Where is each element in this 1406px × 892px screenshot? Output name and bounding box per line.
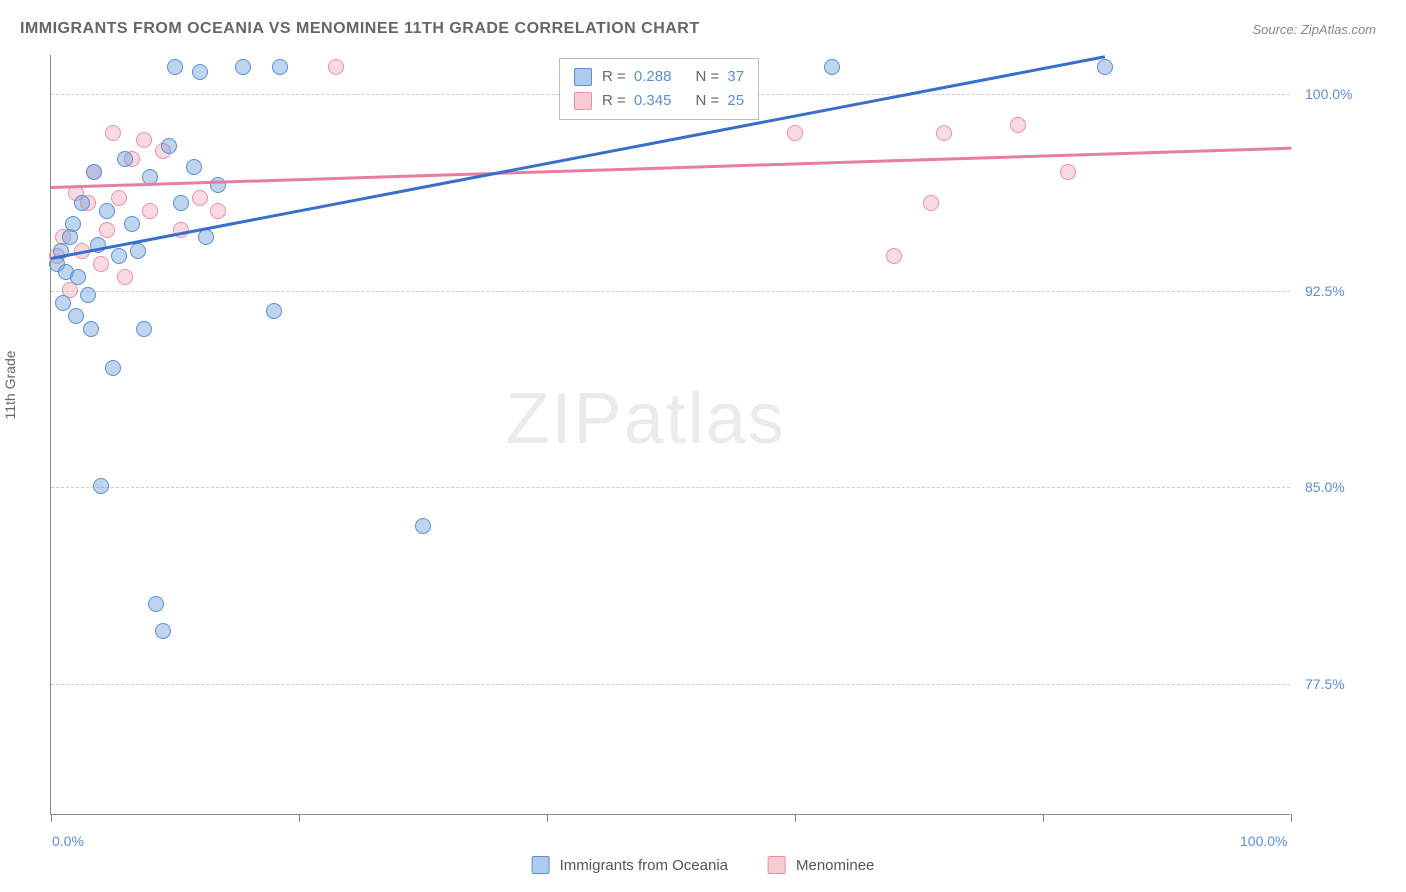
- legend-row: R = 0.288 N = 37: [574, 65, 744, 89]
- scatter-point: [167, 59, 183, 75]
- scatter-point: [68, 308, 84, 324]
- scatter-point: [923, 195, 939, 211]
- scatter-point: [824, 59, 840, 75]
- scatter-point: [105, 125, 121, 141]
- trendline: [51, 147, 1291, 189]
- n-label: N = 37: [695, 65, 744, 89]
- scatter-point: [173, 195, 189, 211]
- square-icon: [532, 856, 550, 874]
- scatter-point: [328, 59, 344, 75]
- watermark: ZIPatlas: [506, 378, 786, 460]
- scatter-point: [210, 177, 226, 193]
- gridline: [51, 487, 1290, 488]
- gridline: [51, 291, 1290, 292]
- y-axis-label: 11th Grade: [2, 350, 18, 419]
- scatter-point: [93, 478, 109, 494]
- scatter-point: [266, 303, 282, 319]
- legend-label: Menominee: [796, 857, 874, 874]
- legend-item-menominee: Menominee: [768, 856, 874, 874]
- scatter-point: [155, 623, 171, 639]
- x-tick: [547, 814, 548, 822]
- square-icon: [574, 92, 592, 110]
- scatter-point: [93, 256, 109, 272]
- r-label: R = 0.288: [602, 65, 671, 89]
- legend-row: R = 0.345 N = 25: [574, 89, 744, 113]
- bottom-legend: Immigrants from Oceania Menominee: [532, 856, 875, 874]
- correlation-legend: R = 0.288 N = 37 R = 0.345 N = 25: [559, 58, 759, 120]
- scatter-point: [99, 203, 115, 219]
- scatter-point: [55, 295, 71, 311]
- y-tick-label: 85.0%: [1305, 479, 1385, 495]
- scatter-point: [272, 59, 288, 75]
- scatter-point: [192, 64, 208, 80]
- x-tick: [1043, 814, 1044, 822]
- scatter-point: [70, 269, 86, 285]
- r-label: R = 0.345: [602, 89, 671, 113]
- y-tick-label: 100.0%: [1305, 86, 1385, 102]
- x-tick-label-min: 0.0%: [52, 833, 84, 849]
- scatter-point: [117, 151, 133, 167]
- source-attribution: Source: ZipAtlas.com: [1252, 22, 1376, 37]
- square-icon: [574, 68, 592, 86]
- scatter-point: [235, 59, 251, 75]
- scatter-point: [142, 203, 158, 219]
- scatter-point: [161, 138, 177, 154]
- x-tick: [795, 814, 796, 822]
- scatter-point: [1097, 59, 1113, 75]
- scatter-point: [787, 125, 803, 141]
- scatter-point: [1060, 164, 1076, 180]
- scatter-point: [936, 125, 952, 141]
- scatter-point: [99, 222, 115, 238]
- scatter-point: [65, 216, 81, 232]
- scatter-point: [83, 321, 99, 337]
- scatter-point: [886, 248, 902, 264]
- scatter-point: [1010, 117, 1026, 133]
- scatter-point: [148, 596, 164, 612]
- scatter-point: [192, 190, 208, 206]
- chart-title: IMMIGRANTS FROM OCEANIA VS MENOMINEE 11T…: [20, 20, 700, 38]
- n-label: N = 25: [695, 89, 744, 113]
- scatter-point: [74, 195, 90, 211]
- scatter-point: [210, 203, 226, 219]
- scatter-point: [80, 287, 96, 303]
- scatter-point: [136, 132, 152, 148]
- scatter-point: [124, 216, 140, 232]
- scatter-point: [111, 190, 127, 206]
- x-tick-label-max: 100.0%: [1240, 833, 1287, 849]
- y-tick-label: 77.5%: [1305, 676, 1385, 692]
- scatter-point: [86, 164, 102, 180]
- plot-area: ZIPatlas 77.5%85.0%92.5%100.0%R = 0.288N…: [50, 55, 1290, 815]
- x-tick: [51, 814, 52, 822]
- y-tick-label: 92.5%: [1305, 283, 1385, 299]
- gridline: [51, 684, 1290, 685]
- scatter-point: [130, 243, 146, 259]
- scatter-point: [136, 321, 152, 337]
- scatter-point: [186, 159, 202, 175]
- square-icon: [768, 856, 786, 874]
- scatter-point: [111, 248, 127, 264]
- x-tick: [299, 814, 300, 822]
- x-tick: [1291, 814, 1292, 822]
- scatter-point: [415, 518, 431, 534]
- scatter-point: [105, 360, 121, 376]
- scatter-point: [117, 269, 133, 285]
- legend-label: Immigrants from Oceania: [560, 857, 728, 874]
- legend-item-oceania: Immigrants from Oceania: [532, 856, 728, 874]
- scatter-point: [198, 229, 214, 245]
